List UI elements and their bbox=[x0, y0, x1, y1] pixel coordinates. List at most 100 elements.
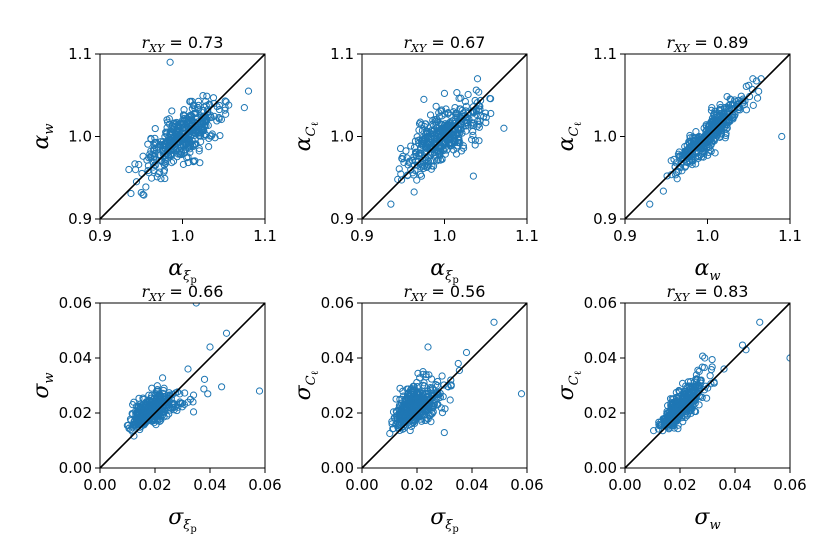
data-point bbox=[221, 106, 229, 114]
data-point bbox=[435, 113, 443, 121]
data-point bbox=[209, 94, 218, 102]
x-tick-label: 0.06 bbox=[773, 476, 806, 494]
data-point bbox=[410, 143, 419, 152]
data-point bbox=[200, 123, 208, 131]
data-point bbox=[221, 104, 229, 112]
data-point bbox=[440, 428, 448, 437]
data-point bbox=[420, 95, 428, 103]
data-point bbox=[417, 163, 425, 171]
x-tick-label: 0.00 bbox=[608, 476, 641, 494]
data-point bbox=[205, 101, 214, 109]
x-tick-label: 1.0 bbox=[696, 227, 720, 245]
data-point bbox=[695, 382, 703, 390]
data-point bbox=[661, 417, 670, 425]
axes-frame bbox=[361, 302, 528, 469]
data-point bbox=[447, 376, 455, 384]
data-point bbox=[165, 115, 173, 123]
y-tick-label: 0.04 bbox=[584, 349, 617, 367]
data-point bbox=[405, 388, 413, 397]
data-point bbox=[444, 383, 452, 391]
data-point bbox=[745, 81, 753, 89]
data-point bbox=[438, 106, 446, 114]
x-tick-label: 0.9 bbox=[88, 227, 112, 245]
data-point bbox=[158, 374, 167, 382]
data-point bbox=[711, 107, 719, 115]
y-tick-label: 0.9 bbox=[330, 210, 354, 228]
data-point bbox=[486, 95, 495, 103]
data-point bbox=[396, 412, 405, 420]
data-point bbox=[394, 423, 402, 432]
data-point bbox=[469, 172, 477, 180]
x-tick-label: 0.06 bbox=[510, 476, 543, 494]
data-point bbox=[410, 161, 419, 169]
data-point bbox=[164, 118, 172, 126]
data-point bbox=[148, 384, 156, 392]
data-point bbox=[708, 123, 716, 131]
data-point bbox=[786, 354, 790, 362]
x-tick-label: 0.02 bbox=[138, 476, 171, 494]
data-point bbox=[161, 174, 169, 183]
data-point bbox=[691, 399, 699, 407]
data-point bbox=[740, 101, 748, 109]
data-point bbox=[139, 152, 147, 160]
data-point bbox=[472, 86, 480, 94]
y-tick-label: 1.0 bbox=[68, 128, 92, 146]
data-point bbox=[722, 131, 730, 139]
data-point bbox=[674, 401, 682, 409]
data-point bbox=[195, 147, 203, 155]
y-tick-label: 1.1 bbox=[330, 45, 354, 63]
data-point bbox=[704, 123, 713, 131]
data-point bbox=[709, 128, 717, 137]
data-point bbox=[396, 384, 404, 392]
data-point bbox=[222, 110, 230, 118]
scatter-panel-3: 0.9 1.0 1.1 0.9 1.0 1.1 rXY = 0.89 αw αCℓ bbox=[554, 33, 802, 284]
data-point bbox=[707, 147, 715, 155]
x-tick-label: 0.00 bbox=[345, 476, 378, 494]
x-tick-label: 0.04 bbox=[718, 476, 751, 494]
data-point bbox=[199, 92, 207, 100]
data-point bbox=[410, 419, 419, 427]
data-point bbox=[667, 403, 675, 411]
data-point bbox=[439, 145, 447, 153]
data-point bbox=[429, 162, 438, 170]
data-point bbox=[682, 149, 690, 157]
data-point bbox=[147, 147, 155, 155]
data-point bbox=[155, 151, 163, 159]
data-point bbox=[130, 432, 138, 440]
data-point bbox=[128, 427, 136, 435]
data-point bbox=[416, 389, 424, 397]
data-points bbox=[387, 75, 508, 208]
data-point bbox=[144, 140, 152, 148]
data-point bbox=[163, 149, 171, 158]
data-points bbox=[386, 318, 526, 438]
data-point bbox=[200, 375, 209, 383]
x-tick-label: 1.0 bbox=[433, 227, 457, 245]
data-point bbox=[416, 399, 424, 408]
data-point bbox=[711, 116, 720, 124]
data-point bbox=[438, 408, 447, 417]
data-point bbox=[449, 136, 457, 145]
data-point bbox=[695, 401, 703, 409]
data-point bbox=[180, 146, 188, 154]
data-point bbox=[189, 129, 197, 137]
data-point bbox=[444, 109, 452, 117]
data-points bbox=[125, 58, 253, 199]
data-point bbox=[186, 97, 194, 106]
data-point bbox=[681, 148, 689, 156]
y-axis-label: αCℓ bbox=[291, 122, 321, 152]
data-point bbox=[674, 425, 682, 433]
data-point bbox=[423, 414, 431, 422]
data-point bbox=[189, 408, 198, 416]
data-point bbox=[444, 121, 452, 129]
y-tick-label: 0.9 bbox=[593, 210, 617, 228]
data-point bbox=[453, 144, 461, 152]
data-point bbox=[426, 157, 435, 165]
data-point bbox=[204, 390, 212, 398]
data-point bbox=[423, 407, 431, 415]
data-point bbox=[412, 148, 420, 157]
data-point bbox=[194, 129, 202, 137]
x-tick-label: 0.04 bbox=[455, 476, 488, 494]
data-point bbox=[490, 318, 498, 326]
data-point bbox=[134, 410, 142, 418]
data-point bbox=[240, 104, 248, 112]
